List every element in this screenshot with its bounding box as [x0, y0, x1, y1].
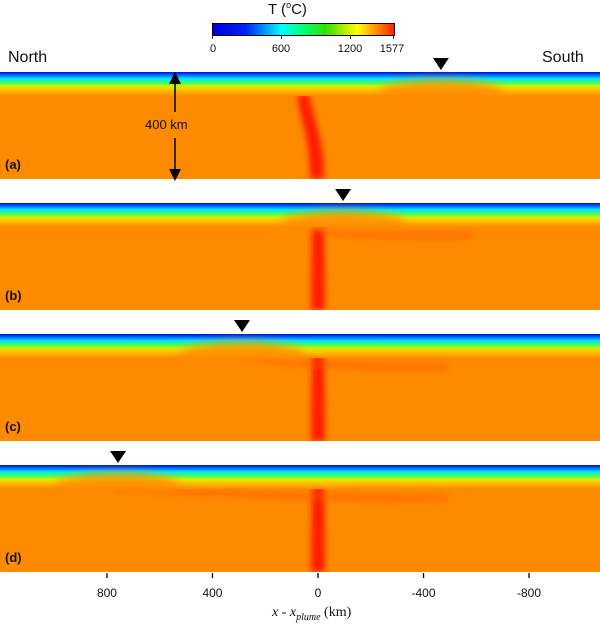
x-tick-label: 400 [202, 586, 223, 600]
ponded-plume-layer [232, 356, 448, 371]
panel-label: (d) [5, 550, 22, 565]
colorbar-tick-label: 0 [209, 43, 217, 55]
plume [311, 487, 325, 572]
plume [311, 225, 325, 310]
x-axis-label-main: x - x [272, 605, 297, 620]
x-axis-label: x - xplume (km) [272, 605, 351, 623]
panel-label: (a) [5, 157, 21, 172]
colorbar-title-prefix: T ( [268, 1, 287, 18]
ponded-plume-layer [308, 225, 474, 240]
north-label: North [8, 49, 48, 66]
ridge-upwelling [283, 211, 404, 229]
colorbar [212, 23, 395, 36]
x-tick-label: -800 [517, 586, 542, 600]
panel-c [0, 320, 600, 441]
x-tick-label: 0 [314, 586, 322, 600]
colorbar-title: T (oC) [268, 0, 307, 18]
x-tick-label: 800 [96, 586, 117, 600]
colorbar-title-suffix: C) [291, 1, 307, 18]
panel-label: (c) [5, 419, 21, 434]
colorbar-title-sup: o [286, 0, 292, 10]
ridge-marker-icon [234, 320, 251, 332]
plume [297, 94, 324, 179]
ridge-upwelling [58, 473, 179, 491]
panel-d [0, 451, 600, 572]
ponded-plume-layer [108, 487, 448, 502]
ridge-marker-icon [335, 189, 352, 201]
colorbar-tickmark [281, 35, 282, 39]
colorbar-tick-label: 1577 [379, 43, 405, 55]
lithosphere [0, 72, 600, 96]
x-tick-label: -400 [411, 586, 436, 600]
panel-label: (b) [5, 288, 22, 303]
south-label: South [542, 49, 584, 66]
ridge-upwelling [182, 342, 303, 360]
panel-b [0, 189, 600, 310]
colorbar-tick-label: 600 [271, 43, 291, 55]
colorbar-tickmark [350, 35, 351, 39]
colorbar-tick-label: 1200 [337, 43, 363, 55]
plume [311, 356, 325, 441]
ridge-upwelling [380, 80, 501, 98]
x-axis-label-unit: (km) [320, 605, 352, 620]
ridge-marker-icon [110, 451, 127, 463]
scale-label: 400 km [145, 117, 188, 132]
colorbar-tickmark [393, 35, 394, 39]
x-axis-label-sub: plume [296, 611, 321, 623]
ridge-marker-icon [432, 58, 449, 70]
panel-a [0, 58, 600, 179]
colorbar-tickmark [212, 35, 213, 39]
